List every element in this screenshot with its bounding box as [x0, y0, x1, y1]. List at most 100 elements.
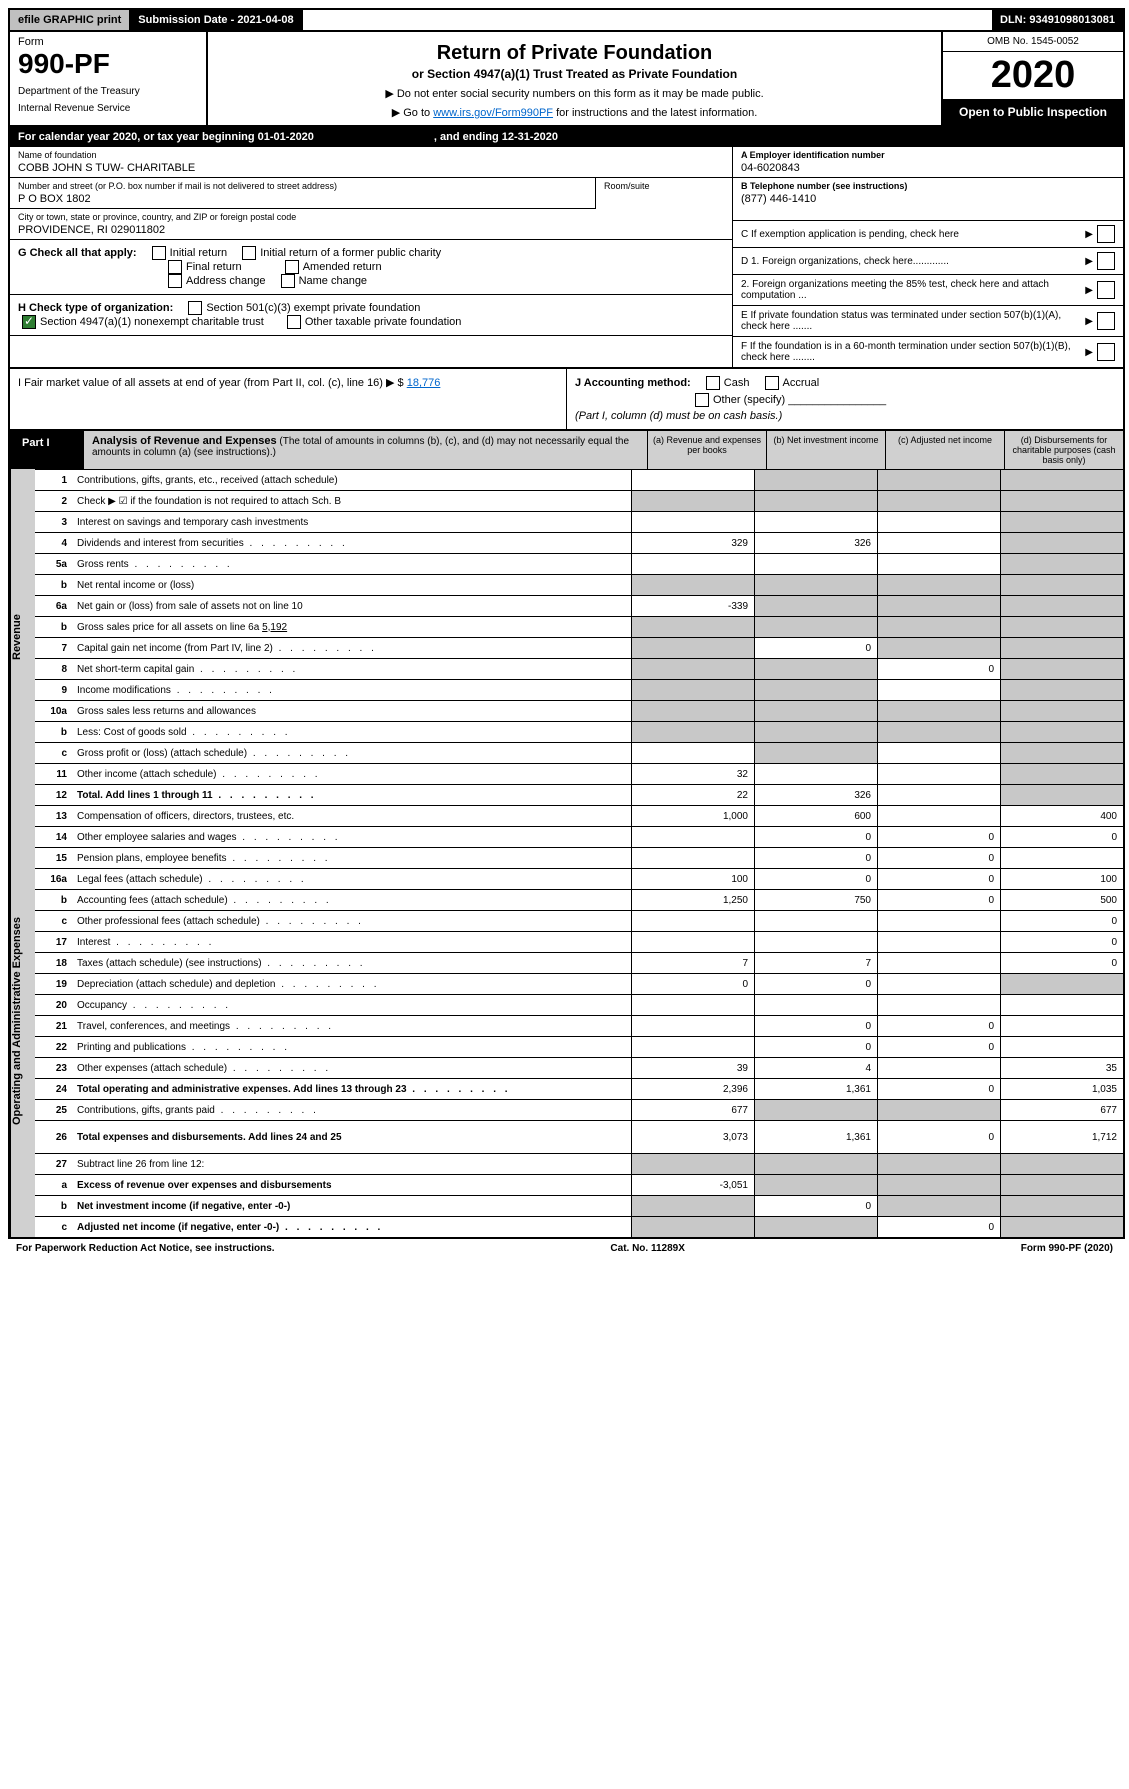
addr-label: Number and street (or P.O. box number if…: [18, 181, 587, 191]
addr-change-checkbox[interactable]: [168, 274, 182, 288]
line-17: 17Interest0: [35, 931, 1123, 952]
foundation-name: COBB JOHN S TUW- CHARITABLE: [18, 162, 724, 174]
dln-label: DLN: 93491098013081: [992, 10, 1123, 30]
col-c-header: (c) Adjusted net income: [885, 431, 1004, 469]
topbar-spacer: [303, 10, 992, 30]
line-4: 4Dividends and interest from securities3…: [35, 532, 1123, 553]
header-center: Return of Private Foundation or Section …: [208, 32, 941, 125]
line-8: 8Net short-term capital gain0: [35, 658, 1123, 679]
col-d-header: (d) Disbursements for charitable purpose…: [1004, 431, 1123, 469]
h-501c3-label: Section 501(c)(3) exempt private foundat…: [206, 302, 420, 314]
tel-value: (877) 446-1410: [741, 193, 1115, 205]
col-b-header: (b) Net investment income: [766, 431, 885, 469]
accrual-checkbox[interactable]: [765, 376, 779, 390]
line-18: 18Taxes (attach schedule) (see instructi…: [35, 952, 1123, 973]
h-other-checkbox[interactable]: [287, 315, 301, 329]
initial-former-label: Initial return of a former public charit…: [260, 247, 441, 259]
f-check: F If the foundation is in a 60-month ter…: [733, 337, 1123, 367]
d2-checkbox[interactable]: [1097, 281, 1115, 299]
line-1: 1Contributions, gifts, grants, etc., rec…: [35, 469, 1123, 490]
e-check: E If private foundation status was termi…: [733, 306, 1123, 337]
info-right: A Employer identification number 04-6020…: [732, 147, 1123, 367]
form-container: efile GRAPHIC print Submission Date - 20…: [8, 8, 1125, 1239]
final-return-checkbox[interactable]: [168, 260, 182, 274]
c-label: C If exemption application is pending, c…: [741, 229, 1081, 240]
line-10b: bLess: Cost of goods sold: [35, 721, 1123, 742]
initial-return-checkbox[interactable]: [152, 246, 166, 260]
city-cell: City or town, state or province, country…: [10, 209, 732, 240]
other-method-checkbox[interactable]: [695, 393, 709, 407]
header-right: OMB No. 1545-0052 2020 Open to Public In…: [941, 32, 1123, 125]
expenses-lines: 13Compensation of officers, directors, t…: [35, 805, 1123, 1237]
amended-checkbox[interactable]: [285, 260, 299, 274]
open-public-badge: Open to Public Inspection: [943, 99, 1123, 125]
ein-value: 04-6020843: [741, 162, 1115, 174]
line-10a: 10aGross sales less returns and allowanc…: [35, 700, 1123, 721]
d1-check: D 1. Foreign organizations, check here..…: [733, 248, 1123, 275]
dept-treasury: Department of the Treasury: [18, 86, 198, 97]
f-label: F If the foundation is in a 60-month ter…: [741, 341, 1081, 363]
expenses-tab: Operating and Administrative Expenses: [10, 805, 35, 1237]
line-23: 23Other expenses (attach schedule)39435: [35, 1057, 1123, 1078]
col-headers: (a) Revenue and expenses per books (b) N…: [647, 431, 1123, 469]
initial-label: Initial return: [170, 247, 227, 259]
topbar: efile GRAPHIC print Submission Date - 20…: [10, 10, 1123, 32]
arrow-icon: ▶: [1085, 316, 1093, 327]
calendar-text: For calendar year 2020, or tax year begi…: [18, 131, 314, 143]
line-27a: aExcess of revenue over expenses and dis…: [35, 1174, 1123, 1195]
line-5b: bNet rental income or (loss): [35, 574, 1123, 595]
line-16a: 16aLegal fees (attach schedule)10000100: [35, 868, 1123, 889]
line-16b: bAccounting fees (attach schedule)1,2507…: [35, 889, 1123, 910]
d2-check: 2. Foreign organizations meeting the 85%…: [733, 275, 1123, 306]
form-number: 990-PF: [18, 48, 198, 80]
part1-header: Part I Analysis of Revenue and Expenses …: [10, 431, 1123, 469]
instr2-post: for instructions and the latest informat…: [553, 107, 757, 119]
city-label: City or town, state or province, country…: [18, 212, 724, 222]
final-label: Final return: [186, 261, 242, 273]
addr-row: Number and street (or P.O. box number if…: [10, 178, 732, 209]
h-other-label: Other taxable private foundation: [305, 316, 462, 328]
line-27b: bNet investment income (if negative, ent…: [35, 1195, 1123, 1216]
form-title: Return of Private Foundation: [220, 42, 929, 65]
addr-change-label: Address change: [186, 275, 266, 287]
c-check: C If exemption application is pending, c…: [733, 221, 1123, 248]
part1-title: Analysis of Revenue and Expenses: [92, 435, 277, 447]
fmv-value: 18,776: [407, 377, 441, 389]
line-27c: cAdjusted net income (if negative, enter…: [35, 1216, 1123, 1237]
cash-checkbox[interactable]: [706, 376, 720, 390]
line-15: 15Pension plans, employee benefits00: [35, 847, 1123, 868]
d1-checkbox[interactable]: [1097, 252, 1115, 270]
instr-link[interactable]: www.irs.gov/Form990PF: [433, 107, 553, 119]
address-cell: Number and street (or P.O. box number if…: [10, 178, 596, 209]
calendar-ending: , and ending 12-31-2020: [434, 131, 558, 143]
initial-former-checkbox[interactable]: [242, 246, 256, 260]
line-16c: cOther professional fees (attach schedul…: [35, 910, 1123, 931]
f-checkbox[interactable]: [1097, 343, 1115, 361]
c-checkbox[interactable]: [1097, 225, 1115, 243]
line-3: 3Interest on savings and temporary cash …: [35, 511, 1123, 532]
footer-right: Form 990-PF (2020): [1021, 1243, 1113, 1254]
name-change-checkbox[interactable]: [281, 274, 295, 288]
ein-cell: A Employer identification number 04-6020…: [733, 147, 1123, 178]
h-label: H Check type of organization:: [18, 302, 173, 314]
line-20: 20Occupancy: [35, 994, 1123, 1015]
submission-date: Submission Date - 2021-04-08: [130, 10, 302, 30]
e-checkbox[interactable]: [1097, 312, 1115, 330]
line-26: 26Total expenses and disbursements. Add …: [35, 1120, 1123, 1153]
line-5a: 5aGross rents: [35, 553, 1123, 574]
line-27: 27Subtract line 26 from line 12:: [35, 1153, 1123, 1174]
efile-label[interactable]: efile GRAPHIC print: [10, 10, 130, 30]
col-a-header: (a) Revenue and expenses per books: [647, 431, 766, 469]
line-6a: 6aNet gain or (loss) from sale of assets…: [35, 595, 1123, 616]
h-4947-checkbox[interactable]: [22, 315, 36, 329]
j-other-row: Other (specify) ________________: [575, 393, 1115, 407]
j-section: J Accounting method: Cash Accrual Other …: [567, 369, 1123, 429]
i-label: I Fair market value of all assets at end…: [18, 376, 558, 389]
ein-label: A Employer identification number: [741, 150, 1115, 160]
h-4947-label: Section 4947(a)(1) nonexempt charitable …: [40, 316, 264, 328]
h-501c3-checkbox[interactable]: [188, 301, 202, 315]
dept-irs: Internal Revenue Service: [18, 103, 198, 114]
amended-label: Amended return: [303, 261, 382, 273]
d1-label: D 1. Foreign organizations, check here..…: [741, 256, 1081, 267]
d2-label: 2. Foreign organizations meeting the 85%…: [741, 279, 1081, 301]
